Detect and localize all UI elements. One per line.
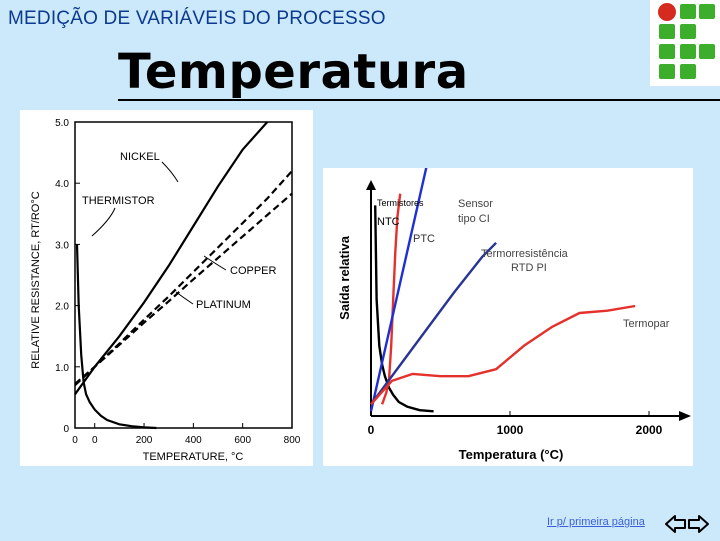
series-line-rtd-pi [370, 241, 497, 406]
series-label-thermistor: THERMISTOR [82, 195, 155, 207]
annotation-rtd-pi: RTD PI [511, 262, 547, 274]
series-line-copper [74, 170, 293, 387]
y-axis-label: RELATIVE RESISTANCE, RT/RO°C [30, 191, 42, 368]
x-tick-label: 1000 [497, 423, 524, 437]
series-label-nickel: NICKEL [120, 151, 160, 163]
sensor-chart-annotations: Termistores NTC PTC Sensor tipo CI Termo… [337, 198, 670, 462]
logo-dot-red [658, 3, 676, 21]
y-tick-label: 0 [63, 424, 69, 435]
y-tick-label: 3.0 [55, 240, 69, 251]
sensor-output-chart: 0 1000 2000 Termistores NTC PTC Sensor tip… [323, 153, 693, 466]
x-tick-label: 0 [368, 423, 375, 437]
resistance-chart-labels: NICKEL THERMISTOR COPPER PLATINUM TEMPER… [30, 151, 277, 463]
y-tick-label: 5.0 [55, 118, 69, 129]
resistance-chart-series [74, 121, 293, 430]
x-axis-arrow [679, 411, 691, 421]
slide-header: MEDIÇÃO DE VARIÁVEIS DO PROCESSO [8, 8, 386, 29]
x-tick-label: 0 [72, 435, 78, 446]
sensor-output-chart-svg: 0 1000 2000 Termistores NTC PTC Sensor tip… [337, 153, 691, 462]
arrow-right-icon[interactable] [688, 515, 709, 533]
slide-navigation [664, 512, 710, 536]
y-tick-label: 1.0 [55, 363, 69, 374]
page-title: Temperatura [118, 44, 469, 100]
label-pointers [91, 161, 227, 305]
institution-logo-icon [650, 0, 720, 86]
annotation-tipo-ci: tipo CI [458, 213, 490, 225]
title-underline [118, 99, 720, 101]
y-axis-arrow [366, 180, 376, 190]
series-line-sensor-tipo-ci [369, 153, 431, 412]
x-tick-label: 400 [185, 435, 202, 446]
annotation-termopar: Termopar [623, 318, 670, 330]
x-tick-label: 2000 [636, 423, 663, 437]
x-axis-label: TEMPERATURE, °C [143, 451, 244, 463]
series-line-nickel [74, 121, 269, 395]
y-tick-label: 4.0 [55, 179, 69, 190]
y-axis-label: Saída relativa [337, 235, 352, 320]
resistance-chart-svg: 01.02.03.04.05.00 0 200 400 600 800 NICKEL TH… [30, 118, 301, 463]
annotation-ptc: PTC [413, 233, 435, 245]
x-axis-label: Temperatura (°C) [459, 447, 564, 462]
resistance-chart: 0 1.0 2.0 3.0 4.0 5.0 0 0 200 400 600 800 NICKEL TH… [20, 110, 313, 466]
series-line-termopar [370, 304, 636, 406]
x-tick-label: 0 [92, 435, 98, 446]
sensor-chart-axes: 0 1000 2000 [366, 180, 691, 437]
first-page-link[interactable]: Ir p/ primeira página [547, 516, 645, 528]
x-tick-label: 800 [284, 435, 301, 446]
x-tick-label: 200 [136, 435, 153, 446]
resistance-chart-axes: 01.02.03.04.05.00 0 200 400 600 800 [55, 118, 301, 446]
series-label-copper: COPPER [230, 265, 277, 277]
annotation-sensor: Sensor [458, 198, 493, 210]
plot-frame [74, 121, 293, 429]
sensor-chart-series [369, 153, 636, 413]
arrow-left-icon[interactable] [665, 515, 686, 533]
annotation-termorresistencia: Termorresistência [481, 248, 569, 260]
annotation-ntc: NTC [377, 216, 400, 228]
series-line-thermistor [75, 244, 157, 430]
series-label-platinum: PLATINUM [196, 299, 251, 311]
x-tick-label: 600 [234, 435, 251, 446]
y-tick-label: 2.0 [55, 302, 69, 313]
series-line-ntc [374, 205, 434, 413]
annotation-termistores: Termistores [377, 198, 424, 208]
